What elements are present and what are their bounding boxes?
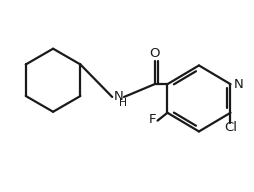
Text: H: H (119, 98, 126, 108)
Text: Cl: Cl (223, 121, 236, 134)
Text: F: F (148, 113, 156, 126)
Text: N: N (233, 78, 242, 91)
Text: O: O (149, 47, 159, 60)
Text: N: N (113, 90, 122, 103)
